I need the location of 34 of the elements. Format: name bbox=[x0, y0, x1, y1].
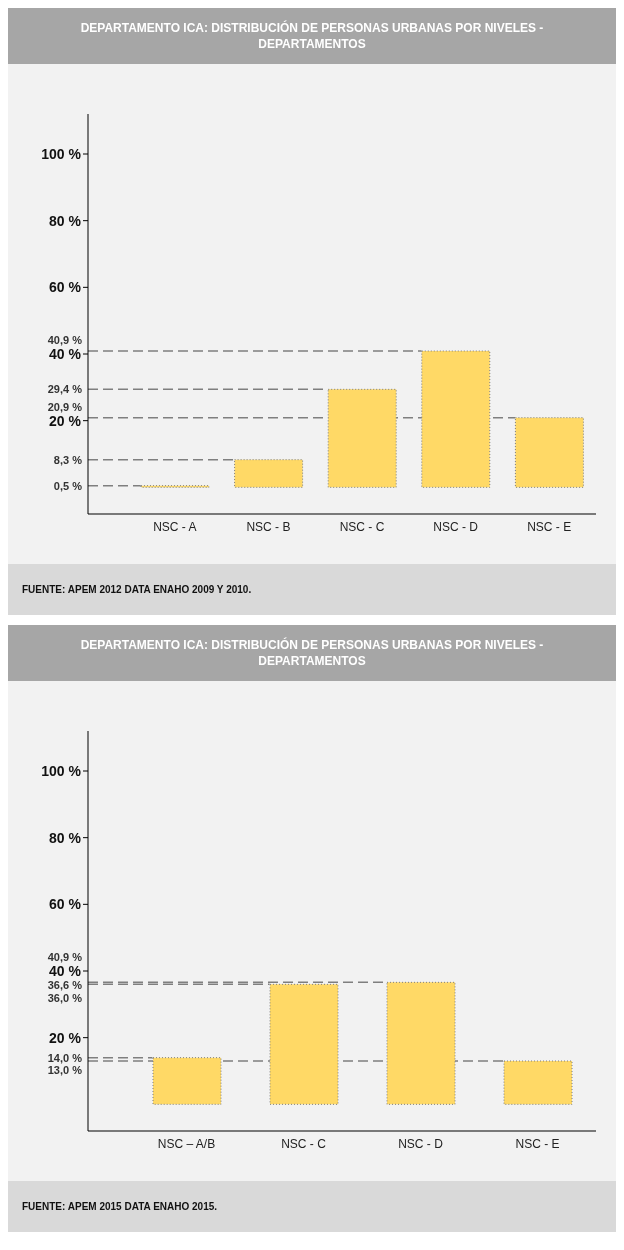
x-tick-label: NSC - C bbox=[281, 1136, 327, 1151]
text: 40,9 % bbox=[47, 950, 83, 963]
y-tick-label: 20 % bbox=[49, 1029, 82, 1046]
x-tick-label: NSC - A bbox=[153, 519, 197, 534]
data-label: 13,0 % bbox=[47, 1063, 83, 1076]
data-label: 36,6 % bbox=[47, 979, 83, 992]
y-tick-label: 80 % bbox=[49, 212, 82, 229]
y-tick-label: 20 % bbox=[49, 412, 82, 429]
x-tick-label: NSC - E bbox=[527, 519, 572, 534]
chart-title: DEPARTAMENTO ICA: DISTRIBUCIÓN DE PERSONAS URBANAS POR NIVELES - DEPARTAMENTOS bbox=[8, 625, 616, 681]
x-tick-label: NSC - D bbox=[398, 1136, 444, 1151]
data-label: 20,9 % bbox=[47, 400, 83, 413]
y-tick-label: 40 % bbox=[49, 962, 82, 979]
data-label: 29,4 % bbox=[47, 383, 83, 396]
y-tick-label: 80 % bbox=[49, 829, 82, 846]
data-label: 8,3 % bbox=[53, 453, 83, 466]
bar bbox=[234, 459, 304, 488]
y-tick-label: 60 % bbox=[49, 896, 82, 913]
y-tick-label: 60 % bbox=[49, 279, 82, 296]
source-note: FUENTE: APEM 2015 DATA ENAHO 2015. bbox=[22, 1201, 218, 1212]
data-label: 0,5 % bbox=[53, 479, 83, 492]
data-label: 14,0 % bbox=[47, 1051, 83, 1064]
x-tick-label: NSC – A/B bbox=[157, 1136, 216, 1151]
source-note: FUENTE: APEM 2012 DATA ENAHO 2009 Y 2010. bbox=[22, 584, 252, 595]
y-tick-label: 100 % bbox=[41, 145, 82, 162]
x-tick-label: NSC - B bbox=[246, 519, 291, 534]
y-tick-label: 40 % bbox=[49, 345, 82, 362]
y-tick-label: 100 % bbox=[41, 762, 82, 779]
x-tick-label: NSC - E bbox=[515, 1136, 560, 1151]
x-tick-label: NSC - C bbox=[339, 519, 385, 534]
x-tick-label: NSC - D bbox=[433, 519, 479, 534]
chart-title: DEPARTAMENTO ICA: DISTRIBUCIÓN DE PERSONAS URBANAS POR NIVELES - DEPARTAMENTOS bbox=[8, 8, 616, 64]
data-label: 36,0 % bbox=[47, 992, 83, 1005]
data-label: 40,9 % bbox=[47, 333, 83, 346]
